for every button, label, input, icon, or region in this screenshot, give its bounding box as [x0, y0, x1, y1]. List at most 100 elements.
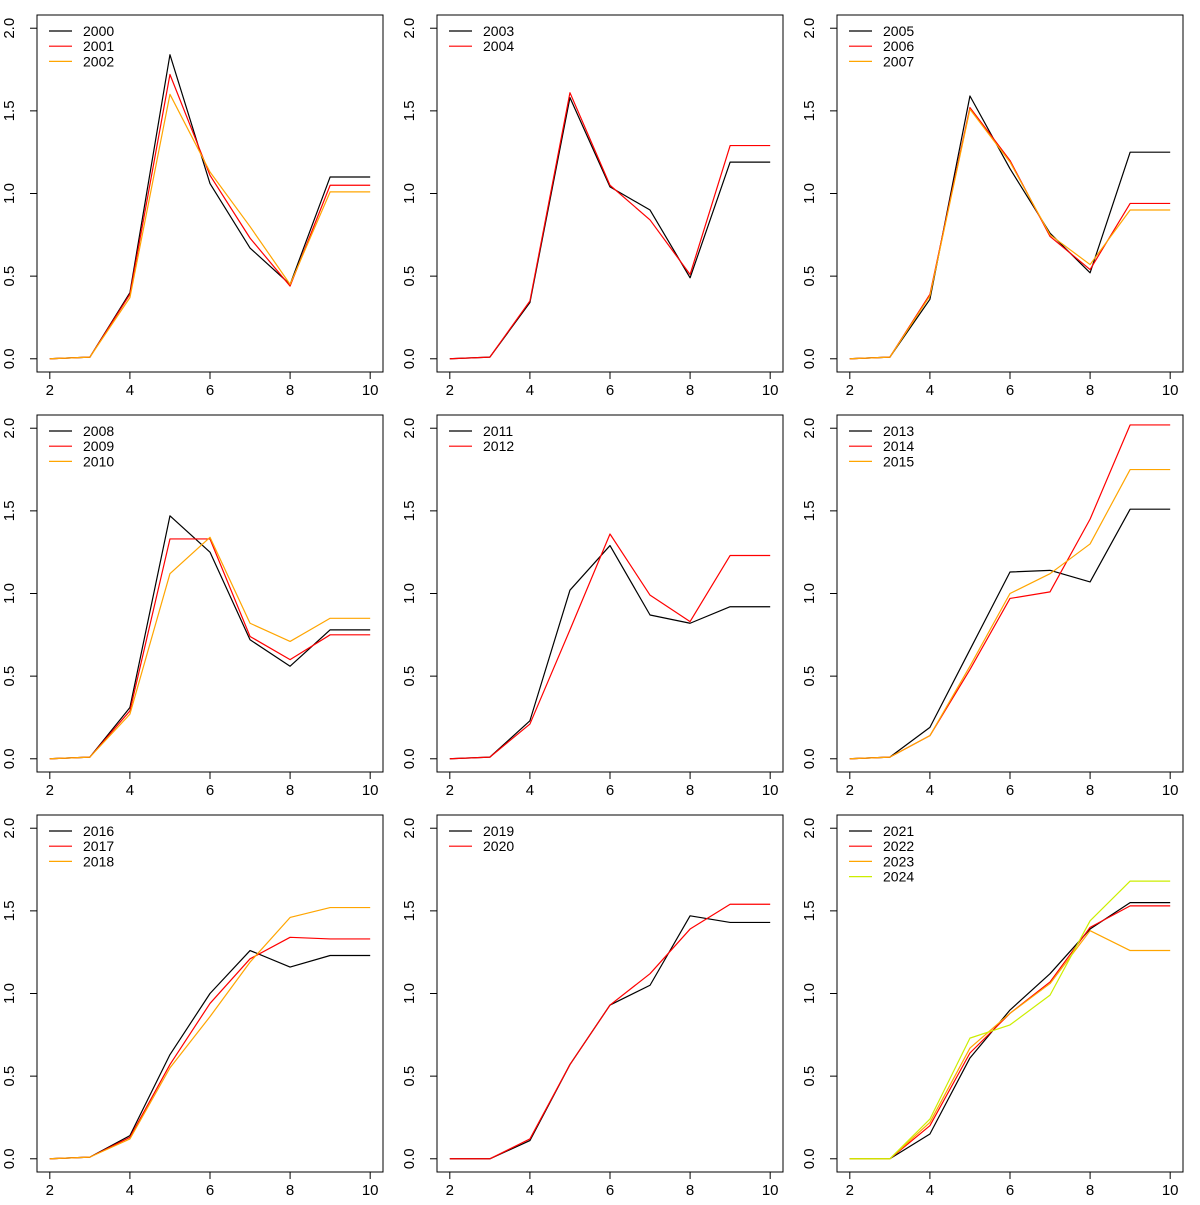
plot-box — [436, 414, 784, 773]
legend-label-2017: 2017 — [83, 838, 114, 854]
y-tick-label: 0.5 — [401, 1066, 418, 1087]
x-tick-label: 8 — [286, 382, 294, 399]
legend-label-2012: 2012 — [483, 438, 514, 454]
x-tick-label: 8 — [1086, 782, 1094, 799]
x-tick-label: 6 — [206, 1182, 214, 1199]
series-line-2011 — [449, 544, 771, 760]
y-tick-label: 2.0 — [801, 18, 818, 39]
legend-label-2005: 2005 — [883, 23, 914, 39]
y-tick-label: 0.0 — [401, 1148, 418, 1169]
x-tick-label: 6 — [206, 382, 214, 399]
series-line-2006 — [849, 106, 1171, 360]
x-tick-label: 10 — [362, 382, 379, 399]
legend-label-2001: 2001 — [83, 38, 114, 54]
y-tick-label: 1.0 — [801, 183, 818, 204]
legend-label-2016: 2016 — [83, 823, 114, 839]
y-tick-label: 1.0 — [401, 583, 418, 604]
plot-box — [436, 814, 784, 1173]
y-tick-label: 0.0 — [1, 748, 18, 769]
x-tick-label: 10 — [1162, 782, 1179, 799]
y-tick-label: 0.0 — [401, 348, 418, 369]
series-line-2009 — [49, 538, 371, 760]
legend-label-2018: 2018 — [83, 853, 114, 869]
y-tick-label: 1.5 — [401, 100, 418, 121]
x-tick-label: 10 — [1162, 1182, 1179, 1199]
chart-panel-2021-2024: 2 4 6 8 10 0.0 0.5 1.0 1.5 2.0 2021 2022 2023 2024 — [800, 800, 1200, 1200]
x-tick-label: 4 — [926, 782, 934, 799]
x-tick-label: 8 — [286, 782, 294, 799]
series-line-2015 — [849, 468, 1171, 760]
y-tick-label: 2.0 — [1, 818, 18, 839]
x-tick-label: 2 — [846, 382, 854, 399]
y-tick-label: 1.5 — [1, 500, 18, 521]
y-tick-label: 2.0 — [1, 18, 18, 39]
y-tick-label: 1.5 — [401, 500, 418, 521]
y-tick-label: 1.0 — [801, 583, 818, 604]
legend-label-2008: 2008 — [83, 423, 114, 439]
series-line-2016 — [49, 949, 371, 1160]
x-tick-label: 10 — [762, 1182, 779, 1199]
y-tick-label: 0.5 — [801, 666, 818, 687]
y-tick-label: 0.0 — [401, 748, 418, 769]
chart-panel-2008-2010: 2 4 6 8 10 0.0 0.5 1.0 1.5 2.0 2008 2009 2010 — [0, 400, 400, 800]
x-tick-label: 8 — [1086, 1182, 1094, 1199]
y-tick-label: 0.5 — [1, 266, 18, 287]
series-line-2013 — [849, 508, 1171, 760]
legend-label-2003: 2003 — [483, 23, 514, 39]
x-tick-label: 4 — [926, 1182, 934, 1199]
y-tick-label: 2.0 — [401, 818, 418, 839]
y-tick-label: 2.0 — [801, 818, 818, 839]
legend-label-2015: 2015 — [883, 453, 914, 469]
y-tick-label: 1.0 — [401, 183, 418, 204]
series-line-2012 — [449, 533, 771, 760]
x-tick-label: 10 — [1162, 382, 1179, 399]
x-tick-label: 10 — [762, 382, 779, 399]
legend-label-2023: 2023 — [883, 853, 914, 869]
x-tick-label: 6 — [1006, 782, 1014, 799]
series-line-2010 — [49, 536, 371, 760]
series-line-2017 — [49, 936, 371, 1160]
series-line-2020 — [449, 903, 771, 1160]
y-tick-label: 0.5 — [401, 266, 418, 287]
x-tick-label: 4 — [126, 1182, 134, 1199]
x-tick-label: 6 — [606, 782, 614, 799]
x-tick-label: 2 — [46, 382, 54, 399]
series-line-2024 — [849, 880, 1171, 1160]
x-tick-label: 6 — [206, 782, 214, 799]
legend-label-2006: 2006 — [883, 38, 914, 54]
series-line-2008 — [49, 515, 371, 760]
legend-label-2014: 2014 — [883, 438, 914, 454]
y-tick-label: 2.0 — [401, 18, 418, 39]
plot-box — [436, 14, 784, 373]
x-tick-label: 6 — [1006, 1182, 1014, 1199]
legend-label-2019: 2019 — [483, 823, 514, 839]
y-tick-label: 1.5 — [801, 900, 818, 921]
y-tick-label: 2.0 — [401, 418, 418, 439]
legend-label-2002: 2002 — [83, 53, 114, 69]
y-tick-label: 2.0 — [801, 418, 818, 439]
x-tick-label: 2 — [846, 1182, 854, 1199]
chart-panel-2019-2020: 2 4 6 8 10 0.0 0.5 1.0 1.5 2.0 2019 2020 — [400, 800, 800, 1200]
x-tick-label: 10 — [362, 1182, 379, 1199]
legend-label-2011: 2011 — [483, 423, 513, 439]
x-tick-label: 2 — [446, 382, 454, 399]
y-tick-label: 1.0 — [401, 983, 418, 1004]
legend-label-2009: 2009 — [83, 438, 114, 454]
y-tick-label: 0.5 — [401, 666, 418, 687]
x-tick-label: 8 — [686, 1182, 694, 1199]
x-tick-label: 8 — [686, 382, 694, 399]
x-tick-label: 2 — [846, 782, 854, 799]
x-tick-label: 4 — [126, 782, 134, 799]
legend-label-2020: 2020 — [483, 838, 514, 854]
y-tick-label: 0.5 — [1, 1066, 18, 1087]
x-tick-label: 4 — [526, 1182, 534, 1199]
